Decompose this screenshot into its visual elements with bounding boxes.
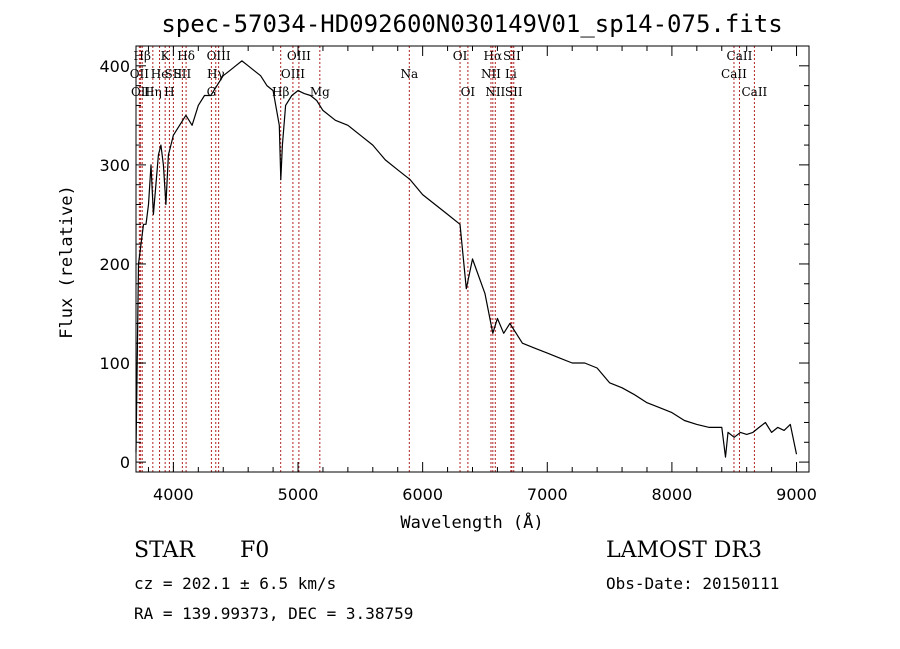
chart-title: spec-57034-HD092600N030149V01_sp14-075.f… <box>161 10 782 38</box>
x-tick-label: 7000 <box>527 485 568 504</box>
series-layer <box>135 60 798 458</box>
x-tick-label: 8000 <box>652 485 693 504</box>
spectral-line-label: OI <box>461 85 476 99</box>
spectral-line-label: H <box>164 85 174 99</box>
spectrum-series-line <box>135 60 798 458</box>
spectral-line-label: CaII <box>721 67 747 81</box>
spectral-line-label: OIII <box>281 67 305 81</box>
spectral-line-label: CaII <box>741 85 767 99</box>
spectral-line-label: OII <box>130 67 150 81</box>
spectral-line-label: Li <box>505 67 517 81</box>
x-tick-label: 9000 <box>776 485 817 504</box>
spectral-line-label: SII <box>174 67 192 81</box>
spectral-line-label: Hβ <box>134 49 151 63</box>
y-tick-label: 300 <box>99 156 130 175</box>
spectral-line-label: OIII <box>287 49 311 63</box>
spectral-line-label: Na <box>400 67 418 81</box>
spectral-line-label: CaII <box>727 49 753 63</box>
coordinates: RA = 139.99373, DEC = 3.38759 <box>134 604 414 623</box>
y-tick-label: 100 <box>99 354 130 373</box>
spectral-line-label: OI <box>453 49 468 63</box>
observation-date: Obs-Date: 20150111 <box>606 574 780 593</box>
object-subclass: F0 <box>240 538 270 563</box>
x-tick-label: 5000 <box>278 485 319 504</box>
spectral-line-label: He <box>151 67 169 81</box>
spectral-line-label: Hβ <box>272 85 289 99</box>
y-tick-label: 200 <box>99 255 130 274</box>
spectral-line-label: NII <box>481 67 501 81</box>
x-axis-label: Wavelength (Å) <box>400 511 543 533</box>
x-tick-label: 6000 <box>402 485 443 504</box>
spectral-line-label: SII <box>503 49 521 63</box>
x-tick-label: 4000 <box>153 485 194 504</box>
object-class: STAR <box>134 538 195 563</box>
y-tick-label: 0 <box>120 453 130 472</box>
spectral-line-label: G <box>207 85 217 99</box>
spectral-line-label: OIII <box>207 49 231 63</box>
axes-layer: 4000 5000 6000 7000 8000 9000 0 100 200 300 400 <box>99 46 817 504</box>
spectral-line-label: Hα <box>484 49 503 63</box>
spectral-line-label: K <box>161 49 171 63</box>
y-axis-label: Flux (relative) <box>57 185 77 339</box>
spectral-line-label: NII <box>485 85 505 99</box>
spectral-line-label: SII <box>505 85 523 99</box>
spectral-line-label: Hη <box>144 85 162 99</box>
y-tick-label: 400 <box>99 57 130 76</box>
redshift-value: cz = 202.1 ± 6.5 km/s <box>134 574 337 593</box>
survey-name: LAMOST DR3 <box>606 538 762 563</box>
spectral-line-label: Mg <box>310 85 330 99</box>
spectral-line-label: Hδ <box>177 49 195 63</box>
spectral-line-label: Hγ <box>207 67 225 81</box>
